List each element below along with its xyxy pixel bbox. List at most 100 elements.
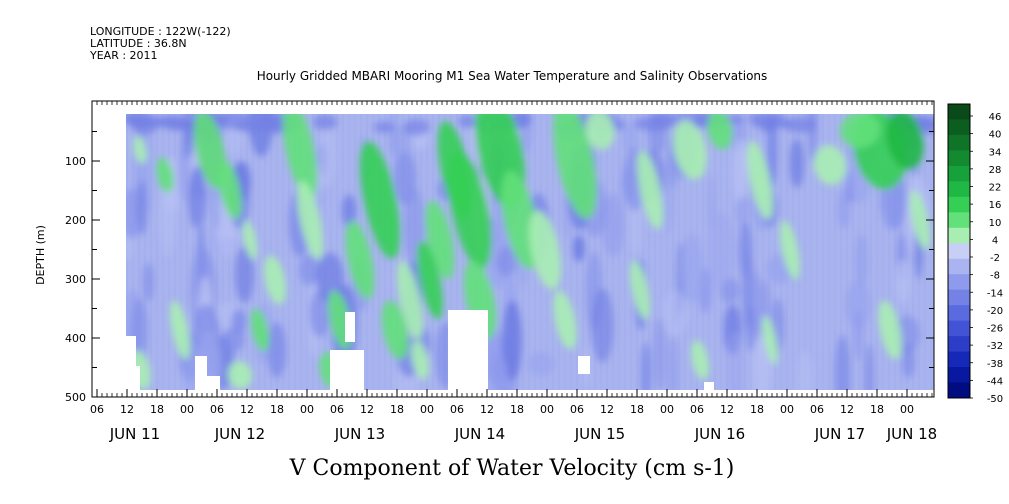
x-date-label: JUN 18 xyxy=(886,425,937,443)
colorbar-swatch xyxy=(948,274,970,291)
blue-blob xyxy=(681,233,704,304)
colorbar-swatch xyxy=(948,336,970,353)
colorbar-label: 22 xyxy=(989,183,1002,194)
green-blob xyxy=(282,114,318,199)
blue-blob xyxy=(662,290,689,336)
green-blob xyxy=(886,114,924,170)
blue-blob xyxy=(231,309,247,334)
blue-blob xyxy=(797,350,813,390)
x-hour-label: 18 xyxy=(270,403,284,416)
colorbar-swatch xyxy=(948,181,970,198)
x-hour-label: 00 xyxy=(780,403,794,416)
green-blob xyxy=(133,136,147,164)
blue-blob xyxy=(511,114,530,129)
x-hour-label: 18 xyxy=(750,403,764,416)
green-blob xyxy=(553,114,597,219)
green-blob xyxy=(553,290,577,350)
x-date-label: JUN 12 xyxy=(214,425,265,443)
colorbar-swatch xyxy=(948,165,970,182)
blue-blob xyxy=(622,122,639,154)
blue-blob xyxy=(319,123,337,187)
colorbar-border xyxy=(947,103,971,399)
blue-blob xyxy=(403,119,430,136)
colorbar-label: 34 xyxy=(989,147,1002,158)
colorbar-label: -38 xyxy=(987,359,1003,370)
colorbar-swatch xyxy=(948,351,970,368)
blue-blob xyxy=(591,288,614,363)
blue-blob xyxy=(486,356,508,385)
green-blob xyxy=(585,114,615,150)
colorbar-swatch xyxy=(948,104,970,120)
blue-blob xyxy=(853,309,863,361)
no-data-region xyxy=(205,376,220,390)
blue-blob xyxy=(502,300,522,381)
blue-blob xyxy=(235,245,254,303)
x-hour-label: 00 xyxy=(540,403,554,416)
x-hour-label: 12 xyxy=(600,403,614,416)
no-data-region xyxy=(448,310,488,390)
blue-blob xyxy=(181,130,194,158)
no-data-region xyxy=(126,390,934,397)
green-blob xyxy=(263,255,287,305)
blue-blob xyxy=(902,343,915,378)
colorbar-label: 4 xyxy=(992,235,998,246)
green-blob xyxy=(227,361,253,389)
x-hour-label: 12 xyxy=(240,403,254,416)
blue-blob xyxy=(745,305,757,352)
x-date-label: JUN 13 xyxy=(334,425,385,443)
colorbar-label: -32 xyxy=(987,341,1003,352)
green-blob xyxy=(397,260,423,340)
x-hour-label: 00 xyxy=(180,403,194,416)
x-hour-label: 06 xyxy=(810,403,824,416)
green-blob xyxy=(878,300,902,360)
blue-blob xyxy=(235,120,264,133)
green-blob xyxy=(528,210,562,290)
x-hour-tick-labels: 06 12 18 00 06 12 18 00 06 12 18 00 06 12 18 00 06 12 18 00… xyxy=(90,403,914,416)
colorbar-swatch xyxy=(948,258,970,275)
x-hour-label: 00 xyxy=(300,403,314,416)
blue-blob xyxy=(789,138,805,188)
x-hour-label: 06 xyxy=(210,403,224,416)
blue-blob xyxy=(736,195,750,227)
x-hour-label: 12 xyxy=(360,403,374,416)
green-blob xyxy=(747,140,773,220)
latitude-label: LATITUDE : 36.8N xyxy=(90,37,187,50)
blue-blob xyxy=(854,234,868,288)
colorbar-label: -2 xyxy=(990,253,1000,264)
colorbar-label: -20 xyxy=(987,306,1003,317)
green-blob xyxy=(250,308,270,352)
no-data-region xyxy=(92,101,126,397)
colorbar-swatch xyxy=(948,305,970,322)
y-tick-label: 200 xyxy=(65,214,86,227)
green-blob xyxy=(813,145,847,185)
x-hour-label: 18 xyxy=(150,403,164,416)
green-blob xyxy=(411,340,429,380)
blue-blob xyxy=(653,317,666,390)
green-blob xyxy=(193,114,227,190)
colorbar-swatch xyxy=(948,212,970,229)
x-axis-label: V Component of Water Velocity (cm s-1) xyxy=(289,456,735,481)
no-data-region xyxy=(345,312,355,342)
colorbar-label: 10 xyxy=(989,218,1002,229)
y-tick-label: 500 xyxy=(65,391,86,404)
blue-blob xyxy=(126,236,135,261)
green-blob xyxy=(707,114,733,150)
x-hour-label: 12 xyxy=(120,403,134,416)
blue-blob xyxy=(707,211,735,289)
no-data-region xyxy=(195,356,207,390)
green-blob xyxy=(218,160,242,220)
x-hour-label: 06 xyxy=(690,403,704,416)
x-hour-label: 00 xyxy=(420,403,434,416)
blue-blob xyxy=(193,195,203,228)
blue-blob xyxy=(458,114,478,129)
blue-blob xyxy=(783,116,818,133)
y-tick-labels: 100 200 300 400 500 xyxy=(65,155,86,404)
green-blob xyxy=(637,150,663,230)
blue-blob xyxy=(667,335,679,390)
chart-title: Hourly Gridded MBARI Mooring M1 Sea Wate… xyxy=(257,69,768,83)
colorbar-swatch xyxy=(948,227,970,244)
blue-blob xyxy=(864,344,874,390)
no-data-region xyxy=(578,356,590,374)
green-blob xyxy=(156,157,174,193)
